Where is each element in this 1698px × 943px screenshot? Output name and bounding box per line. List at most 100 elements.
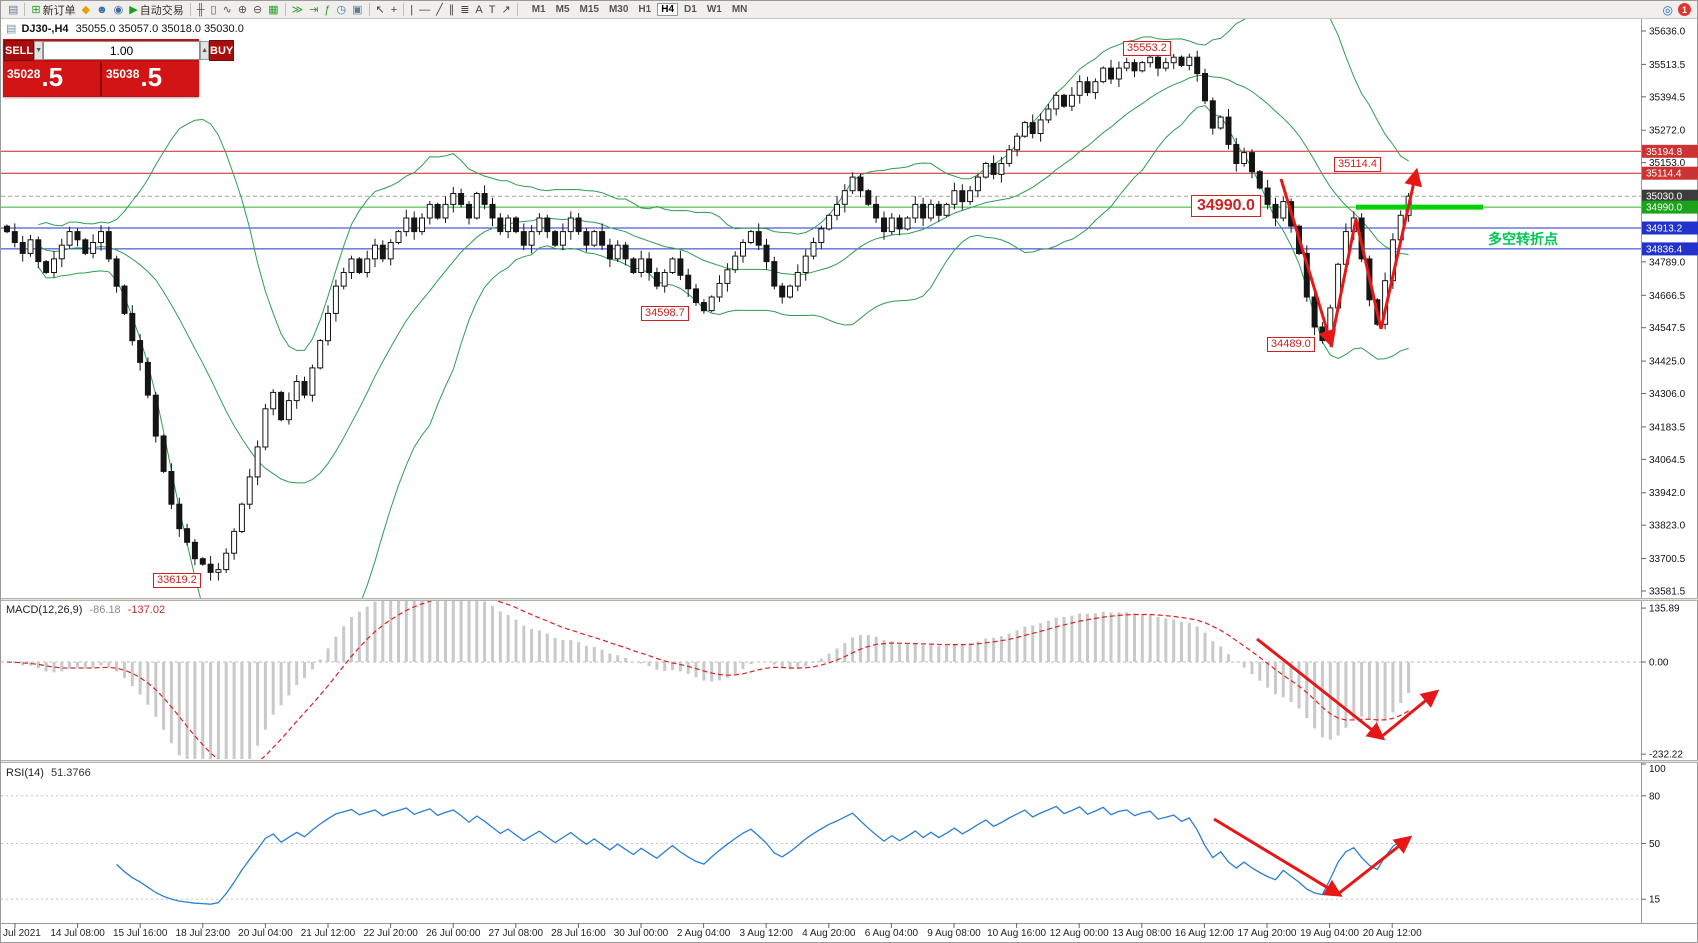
bars-chart-icon[interactable]: ╫ xyxy=(194,2,208,18)
mql5-icon[interactable]: ◆ xyxy=(79,2,93,18)
time-axis-label: 18 Jul 23:00 xyxy=(175,928,231,939)
arrows-tool-icon[interactable]: ↗ xyxy=(498,2,513,18)
cursor-icon[interactable]: ↖ xyxy=(373,2,388,18)
toolbar-separator xyxy=(24,3,26,16)
crosshair-icon[interactable]: + xyxy=(388,2,400,18)
panel-divider-macd[interactable] xyxy=(1,598,1698,601)
notification-badge[interactable]: 1 xyxy=(1678,3,1691,16)
macd-signal-value: -137.02 xyxy=(127,604,166,616)
toolbar-separator xyxy=(284,3,286,16)
timeframe-toolbar: M1 M5 M15 M30 H1 H4 D1 W1 MN xyxy=(527,3,753,16)
timeframe-h4-button[interactable]: H4 xyxy=(657,3,679,16)
axis-label: 34547.5 xyxy=(1649,323,1686,334)
time-axis-label: 13 Jul 2021 xyxy=(0,928,41,939)
candles-chart-icon[interactable]: ▯ xyxy=(208,2,220,18)
toolbar-right: ◎ 1 xyxy=(1663,3,1693,17)
timeframe-m30-button[interactable]: M30 xyxy=(608,4,629,15)
search-icon[interactable]: ◎ xyxy=(1662,2,1673,17)
market-icon[interactable]: ☻ xyxy=(93,2,111,18)
time-axis-label: 3 Aug 12:00 xyxy=(739,928,793,939)
toolbar-buttons: ▤ ⊞ 新订单 ◆ ☻ ◉ ▶ 自动交易 ╫ ▯ ∿ ⊕ ⊖ ▦ ≫ ⇥ ƒ ◷ ▣ ↖ + | — ╱ ∥ ≣ A T ↗ xyxy=(5,2,521,18)
bars-chart-icon: ╫ xyxy=(196,3,205,16)
trade-prices-row: 35028 .5 35038 .5 xyxy=(3,62,199,96)
templates-icon[interactable]: ▣ xyxy=(349,2,365,18)
macd-name: MACD(12,26,9) xyxy=(6,604,83,616)
trend-arrows-rsi xyxy=(1213,817,1413,897)
autotrading-button[interactable]: ▶ 自动交易 xyxy=(126,2,186,18)
trendline-icon: ╱ xyxy=(436,3,443,16)
price-label-35553[interactable]: 35553.2 xyxy=(1123,41,1171,56)
axis-label: 34666.5 xyxy=(1649,291,1686,302)
axis-label: 35030.0 xyxy=(1646,192,1683,203)
buy-button[interactable]: BUY xyxy=(209,40,235,61)
chart-shift-icon: ⇥ xyxy=(309,3,319,16)
sell-button[interactable]: SELL xyxy=(4,40,35,61)
zoom-out-icon: ⊖ xyxy=(253,3,263,16)
fibonacci-icon: ≣ xyxy=(460,3,470,16)
timeframe-m15-button[interactable]: M15 xyxy=(579,4,599,15)
time-axis-label: 14 Jul 08:00 xyxy=(50,928,105,939)
label-icon[interactable]: T xyxy=(486,2,499,18)
axis-label: -232.22 xyxy=(1649,750,1683,761)
volume-increase-button[interactable]: ▲ xyxy=(200,41,209,60)
indicators-icon[interactable]: ƒ xyxy=(321,2,333,18)
vertical-line-icon: | xyxy=(410,3,414,16)
chart-file-icon[interactable]: ▤ xyxy=(5,2,21,18)
vertical-line-icon[interactable]: | xyxy=(407,2,416,18)
sell-price-main: 35028 xyxy=(7,67,41,81)
trendline-icon[interactable]: ╱ xyxy=(433,2,446,18)
buy-price[interactable]: 35038 .5 xyxy=(100,62,199,96)
line-chart-icon: ∿ xyxy=(222,3,232,16)
volume-input[interactable] xyxy=(43,41,201,60)
trend-arrows-main xyxy=(1279,167,1423,349)
timeframe-w1-button[interactable]: W1 xyxy=(706,4,722,15)
channel-icon[interactable]: ∥ xyxy=(446,2,458,18)
price-label-33619[interactable]: 33619.2 xyxy=(153,573,201,588)
tile-windows-icon[interactable]: ▦ xyxy=(265,2,281,18)
chart-shift-icon[interactable]: ⇥ xyxy=(306,2,321,18)
market-icon: ☻ xyxy=(96,3,108,16)
zoom-out-icon[interactable]: ⊖ xyxy=(250,2,265,18)
axis-label: 35394.5 xyxy=(1649,92,1686,103)
new-order-button[interactable]: ⊞ 新订单 xyxy=(28,2,78,18)
volume-decrease-button[interactable]: ▼ xyxy=(34,41,44,60)
sell-price[interactable]: 35028 .5 xyxy=(3,62,100,96)
period-icon[interactable]: ◷ xyxy=(334,2,350,18)
fibonacci-icon[interactable]: ≣ xyxy=(457,2,472,18)
indicators-icon: ƒ xyxy=(324,3,331,16)
price-badge xyxy=(1642,242,1698,256)
axis-label: 34990.0 xyxy=(1646,203,1683,214)
toolbar-separator xyxy=(189,3,191,16)
price-label-35114[interactable]: 35114.4 xyxy=(1334,157,1381,172)
buy-price-frac: .5 xyxy=(140,62,163,92)
timeframe-mn-button[interactable]: MN xyxy=(731,4,748,15)
new-order-button-label: 新订单 xyxy=(42,4,76,17)
zoom-in-icon[interactable]: ⊕ xyxy=(235,2,250,18)
chart-symbol-period: DJ30-,H4 xyxy=(21,23,69,35)
horizontal-line-icon[interactable]: — xyxy=(416,2,433,18)
toolbar-separator xyxy=(368,3,370,16)
timeframe-m5-button[interactable]: M5 xyxy=(555,4,570,15)
axis-label: 33581.5 xyxy=(1649,587,1686,598)
line-chart-icon[interactable]: ∿ xyxy=(220,2,235,18)
time-axis[interactable]: 13 Jul 2021 14 Jul 08:00 15 Jul 16:00 18 Ju… xyxy=(0,923,1641,943)
timeframe-d1-button[interactable]: D1 xyxy=(684,4,697,15)
price-badge xyxy=(1642,166,1698,180)
price-label-34990[interactable]: 34990.0 xyxy=(1191,195,1261,217)
text-icon[interactable]: A xyxy=(472,2,485,18)
price-label-34489[interactable]: 34489.0 xyxy=(1267,337,1315,352)
zoom-in-icon: ⊕ xyxy=(237,3,248,16)
auto-scroll-icon[interactable]: ≫ xyxy=(289,2,307,18)
news-icon[interactable]: ◉ xyxy=(111,2,127,18)
timeframe-h1-button[interactable]: H1 xyxy=(638,4,652,15)
autotrading-button-label: 自动交易 xyxy=(139,4,184,17)
price-label-34598[interactable]: 34598.7 xyxy=(641,306,689,321)
axis-label: 34789.0 xyxy=(1649,257,1686,268)
panel-divider-rsi[interactable] xyxy=(1,760,1698,763)
chart-ohlc-values: 35055.0 35057.0 35018.0 35030.0 xyxy=(75,23,244,35)
annotation-note-text[interactable]: 多空转折点 xyxy=(1488,231,1558,247)
macd-main-value: -86.18 xyxy=(89,604,121,616)
timeframe-m1-button[interactable]: M1 xyxy=(531,4,546,15)
text-icon: A xyxy=(475,3,483,16)
